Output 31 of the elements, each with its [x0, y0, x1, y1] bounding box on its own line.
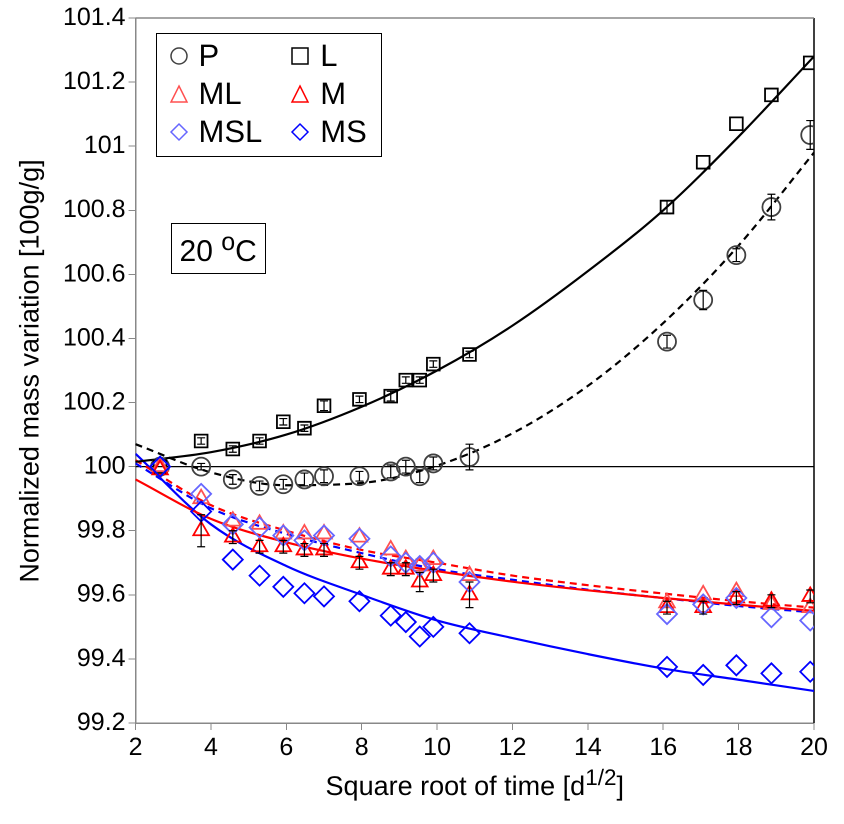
y-tick-label: 99.2 [76, 708, 126, 736]
x-tick-label: 10 [423, 732, 451, 761]
y-tick-label: 99.6 [76, 580, 126, 608]
x-tick-label: 4 [204, 732, 218, 761]
x-tick-label: 18 [724, 732, 753, 761]
y-tick-label: 100.4 [63, 323, 126, 352]
legend-label: MS [320, 114, 367, 150]
x-tick-label: 12 [498, 732, 526, 761]
x-tick-label: 14 [574, 732, 602, 761]
annotation: 20 $^{o}$C [170, 223, 266, 274]
y-axis-title: Normalized mass variation [100g/g] [14, 158, 46, 582]
legend-label: MSL [198, 114, 262, 150]
y-tick-label: 100.8 [63, 195, 126, 224]
y-tick-label: 99.4 [76, 644, 126, 672]
y-tick-label: 101.4 [63, 2, 126, 31]
legend-label: P [198, 38, 220, 74]
y-tick-label: 100.6 [63, 259, 126, 288]
y-tick-label: 100 [84, 452, 126, 480]
y-tick-label: 101.2 [63, 66, 126, 95]
legend-label: ML [198, 76, 242, 112]
y-tick-label: 101 [84, 131, 126, 160]
y-tick-label: 100.2 [63, 387, 126, 416]
x-axis-title: Square root of time [d$^{1/2}$] [326, 765, 624, 802]
y-tick-label: 99.8 [76, 516, 126, 544]
x-tick-label: 20 [800, 732, 828, 761]
legend-label: M [320, 76, 346, 112]
x-tick-label: 2 [128, 732, 143, 761]
x-tick-label: 6 [279, 732, 294, 761]
x-tick-label: 16 [649, 732, 678, 761]
x-tick-label: 8 [354, 732, 369, 761]
legend-label: L [320, 38, 338, 74]
